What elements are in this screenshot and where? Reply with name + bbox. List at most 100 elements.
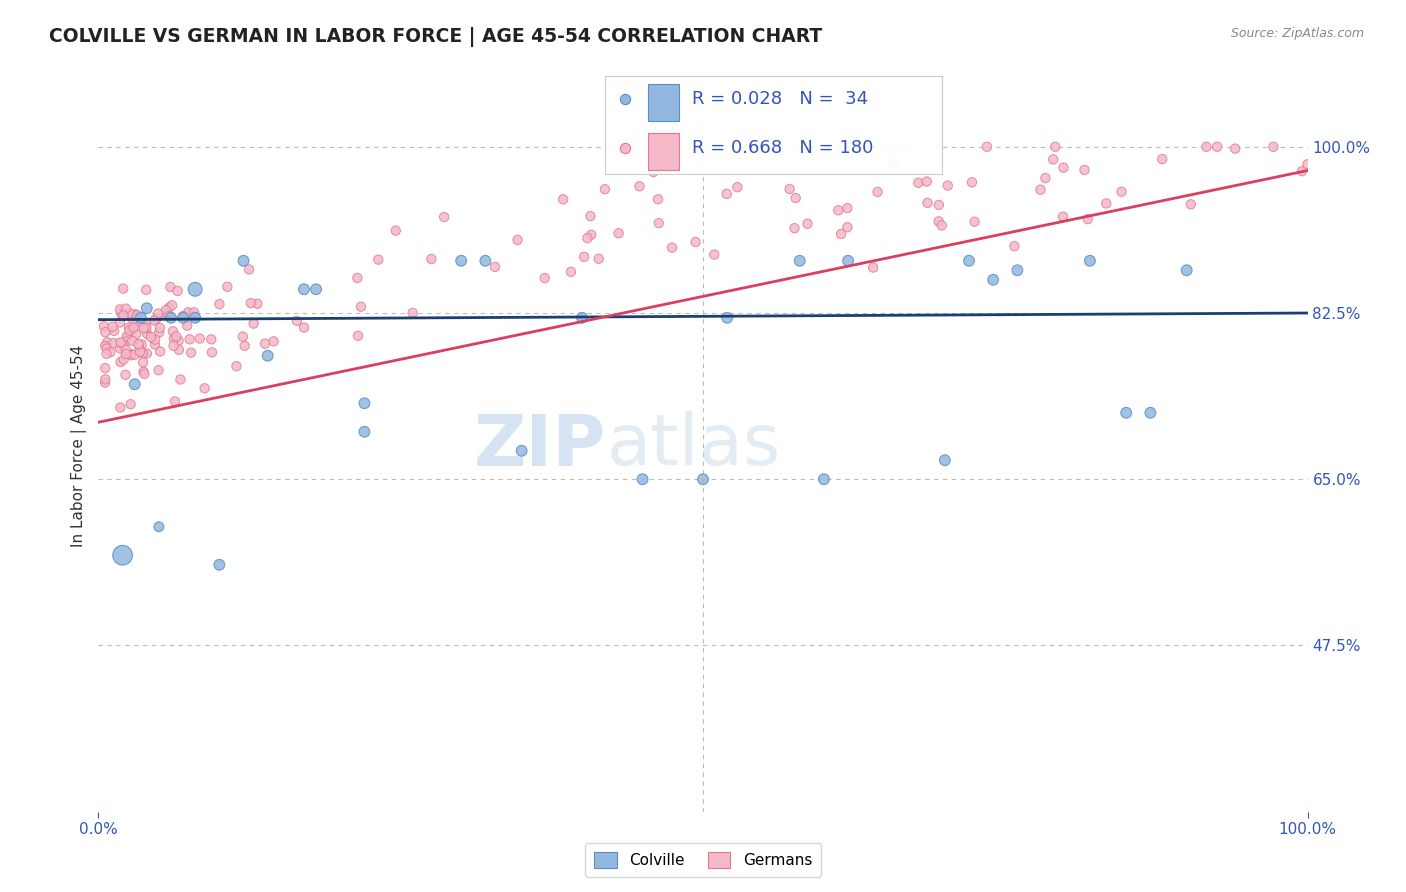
Point — [149, 344, 172, 359]
Point — [200, 332, 222, 346]
Point — [94, 376, 117, 390]
Point — [292, 320, 315, 334]
Point — [1078, 253, 1101, 268]
Point — [1052, 161, 1074, 175]
Point — [1111, 185, 1133, 199]
FancyBboxPatch shape — [648, 84, 679, 121]
Point — [936, 178, 959, 193]
Point — [647, 192, 669, 206]
Point — [112, 308, 135, 322]
Point — [928, 198, 950, 212]
Point — [112, 352, 135, 367]
Point — [121, 307, 143, 321]
Point — [101, 319, 124, 334]
Point — [837, 253, 859, 268]
Point — [184, 282, 207, 296]
Point — [1139, 406, 1161, 420]
Point — [1095, 196, 1118, 211]
Point — [112, 282, 135, 296]
Point — [716, 310, 738, 325]
Point — [115, 343, 138, 357]
Point — [305, 282, 328, 296]
Point — [110, 306, 132, 320]
Point — [118, 324, 141, 338]
Point — [401, 306, 423, 320]
Point — [122, 312, 145, 326]
Point — [120, 347, 142, 361]
Point — [118, 320, 141, 334]
Point — [862, 260, 884, 275]
Point — [510, 443, 533, 458]
Point — [1029, 183, 1052, 197]
Point — [115, 347, 138, 361]
Point — [581, 227, 603, 242]
Point — [129, 310, 152, 325]
Point — [148, 326, 170, 340]
Point — [124, 316, 146, 330]
Point — [553, 192, 575, 206]
Point — [263, 334, 285, 349]
Point — [94, 325, 117, 339]
Point — [907, 176, 929, 190]
Point — [135, 316, 157, 330]
Point — [169, 372, 191, 386]
Point — [450, 253, 472, 268]
Point — [155, 307, 177, 321]
Point — [177, 305, 200, 319]
Point — [124, 348, 146, 362]
Point — [111, 336, 134, 351]
Point — [160, 298, 183, 312]
Point — [162, 339, 184, 353]
Point — [484, 260, 506, 274]
Point — [146, 307, 169, 321]
Point — [813, 472, 835, 486]
Point — [928, 214, 950, 228]
Point — [121, 334, 143, 348]
Point — [172, 310, 194, 325]
Point — [1042, 153, 1064, 167]
Point — [533, 271, 555, 285]
Point — [1263, 140, 1285, 154]
Point — [225, 359, 247, 374]
Point — [120, 322, 142, 336]
Point — [160, 310, 183, 325]
Point — [124, 377, 146, 392]
Point — [125, 307, 148, 321]
Point — [110, 342, 132, 356]
Point — [188, 332, 211, 346]
Point — [96, 342, 118, 356]
Point — [1052, 210, 1074, 224]
Point — [917, 195, 939, 210]
Point — [1045, 140, 1067, 154]
Point — [1195, 140, 1218, 154]
Text: ZIP: ZIP — [474, 411, 606, 481]
Point — [607, 226, 630, 240]
Point — [131, 337, 153, 351]
Point — [96, 347, 118, 361]
Point — [353, 396, 375, 410]
Point — [132, 365, 155, 379]
Text: R = 0.028   N =  34: R = 0.028 N = 34 — [692, 90, 869, 108]
Point — [915, 175, 938, 189]
Point — [166, 284, 188, 298]
Point — [976, 140, 998, 154]
Point — [725, 180, 748, 194]
Point — [648, 216, 671, 230]
Point — [783, 221, 806, 235]
Point — [208, 297, 231, 311]
Point — [157, 309, 180, 323]
Point — [1175, 263, 1198, 277]
Text: atlas: atlas — [606, 411, 780, 481]
Point — [103, 324, 125, 338]
Point — [384, 224, 406, 238]
Point — [201, 345, 224, 359]
Point — [233, 339, 256, 353]
Point — [242, 317, 264, 331]
Point — [179, 332, 201, 346]
Point — [93, 319, 115, 334]
Point — [149, 321, 172, 335]
Point — [232, 329, 254, 343]
Point — [1206, 140, 1229, 154]
Point — [108, 316, 131, 330]
Point — [253, 336, 276, 351]
